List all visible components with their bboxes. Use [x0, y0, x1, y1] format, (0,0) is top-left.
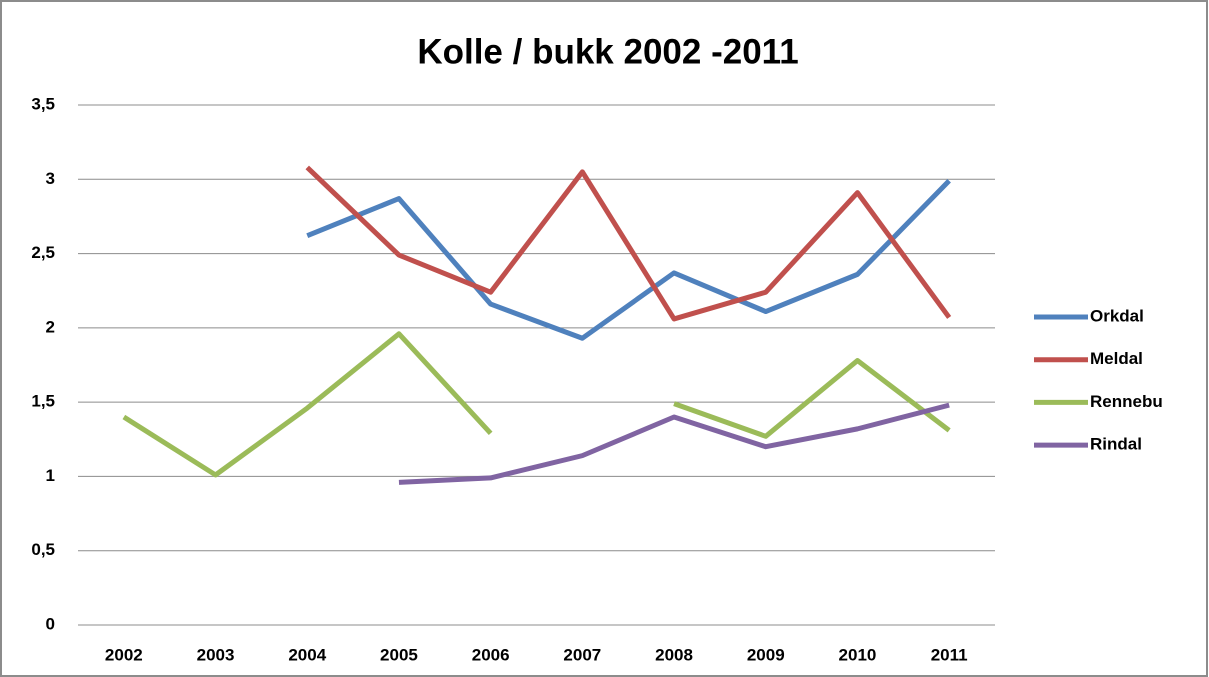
x-tick-label: 2006	[472, 645, 510, 664]
y-tick-label: 2,5	[31, 243, 55, 262]
series-line	[398, 402, 950, 485]
y-tick-label: 1	[46, 466, 55, 485]
x-tick-label: 2011	[931, 645, 968, 664]
legend-label: Meldal	[1090, 349, 1143, 368]
x-tick-label: 2007	[563, 645, 601, 664]
series-line	[122, 331, 951, 478]
y-tick-label: 2	[46, 317, 55, 336]
legend-label: Rindal	[1090, 435, 1142, 454]
y-tick-label: 3,5	[31, 94, 55, 113]
chart-title: Kolle / bukk 2002 -2011	[417, 32, 798, 71]
x-tick-label: 2005	[380, 645, 418, 664]
x-tick-label: 2002	[105, 645, 143, 664]
series-line	[306, 179, 951, 341]
legend-label: Rennebu	[1090, 392, 1163, 411]
y-tick-label: 3	[46, 169, 55, 188]
legend-label: Orkdal	[1090, 306, 1144, 325]
x-tick-label: 2003	[197, 645, 235, 664]
y-tick-label: 1,5	[31, 392, 55, 411]
x-tick-label: 2010	[839, 645, 877, 664]
y-tick-label: 0,5	[31, 540, 55, 559]
series-line	[305, 165, 952, 322]
x-tick-label: 2009	[747, 645, 785, 664]
y-tick-label: 0	[46, 614, 55, 633]
x-tick-label: 2004	[288, 645, 326, 664]
x-tick-label: 2008	[655, 645, 693, 664]
